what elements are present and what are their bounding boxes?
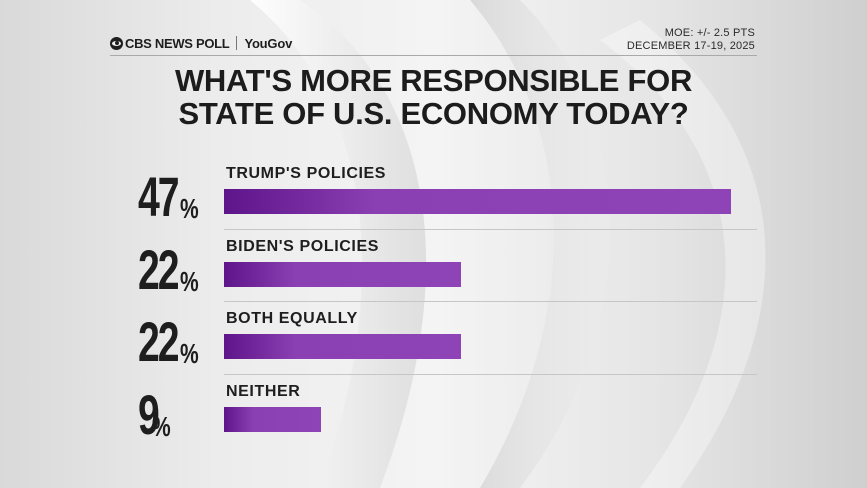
margin-of-error: MOE: +/- 2.5 PTS (664, 27, 755, 39)
value-number: 22 (138, 237, 180, 301)
brand-name: CBS NEWS POLL (125, 35, 230, 51)
category-label-neither: NEITHER (226, 382, 301, 400)
cbs-eye-icon (110, 36, 123, 50)
value-label-biden-s-policies: 22% (138, 235, 218, 301)
poll-meta: MOE: +/- 2.5 PTS DECEMBER 17-19, 2025 (627, 27, 755, 53)
value-label-neither: 9% (138, 380, 218, 446)
value-label-trump-s-policies: 47% (138, 162, 218, 228)
cbs-news-poll-logo: CBS NEWS POLL YouGov (110, 35, 292, 51)
category-label-trump-s-policies: TRUMP'S POLICIES (226, 165, 387, 182)
logo-divider (236, 36, 238, 50)
poll-dates: DECEMBER 17-19, 2025 (626, 40, 755, 52)
bar-neither (224, 406, 321, 432)
percent-sign: % (180, 193, 199, 224)
header-divider (110, 55, 757, 56)
row-divider (224, 373, 757, 375)
bar-both-equally (224, 334, 461, 359)
value-number: 22 (138, 310, 180, 373)
bar-trump-s-policies (224, 189, 731, 214)
chart-title: WHAT'S MORE RESPONSIBLE FOR STATE OF U.S… (110, 64, 757, 130)
row-divider (224, 301, 757, 302)
percent-sign: % (180, 338, 199, 369)
bar-biden-s-policies (224, 261, 461, 287)
value-number: 9 (138, 382, 160, 446)
partner-name: YouGov (244, 35, 293, 51)
category-label-biden-s-policies: BIDEN'S POLICIES (226, 237, 379, 255)
percent-sign: % (180, 265, 199, 297)
title-line-2: STATE OF U.S. ECONOMY TODAY? (178, 96, 689, 131)
row-divider (224, 228, 757, 230)
percent-sign: % (152, 410, 171, 442)
title-line-1: WHAT'S MORE RESPONSIBLE FOR (174, 63, 693, 98)
value-number: 47 (138, 165, 180, 228)
value-label-both-equally: 22% (138, 307, 218, 373)
category-label-both-equally: BOTH EQUALLY (226, 310, 358, 327)
